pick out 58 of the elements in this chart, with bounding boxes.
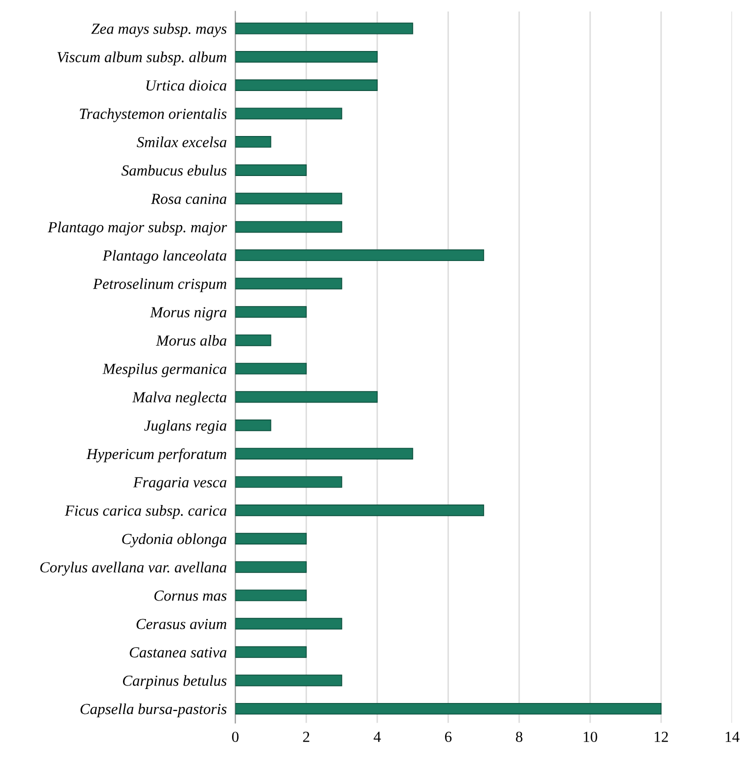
x-tick-label: 4 (374, 732, 381, 742)
x-tick-label: 10 (584, 732, 598, 742)
bar (235, 646, 307, 658)
bar (235, 108, 342, 120)
y-tick-label: Fragaria vesca (133, 477, 226, 491)
y-tick-label: Capsella bursa-pastoris (80, 703, 227, 718)
y-tick-label: Petroselinum crispum (92, 278, 226, 292)
y-tick-label: Carpinus betulus (122, 675, 227, 689)
y-tick-label: Corylus avellana var. avellana (40, 562, 226, 576)
y-tick-label: Smilax excelsa (136, 136, 226, 148)
x-tick-label: 8 (516, 732, 522, 742)
x-tick-label: 14 (726, 732, 740, 742)
bar (235, 22, 414, 34)
y-tick-label: Cydonia oblonga (122, 533, 226, 548)
bar (235, 164, 307, 176)
y-tick-label: Castanea sativa (130, 647, 226, 658)
y-tick-label: Plantago major subsp. major (48, 222, 228, 236)
bar (235, 561, 307, 573)
bar (235, 51, 378, 63)
y-tick-label: Urtica dioica (146, 80, 226, 91)
bar (235, 221, 342, 233)
y-tick-label: Plantago lanceolata (102, 250, 226, 264)
bar (235, 702, 662, 715)
y-tick-label: Mespilus germanica (102, 363, 226, 378)
bar (235, 278, 342, 290)
bar (235, 420, 272, 432)
bar (235, 306, 307, 318)
y-tick-label: Sambucus ebulus (121, 164, 227, 176)
bar (235, 391, 378, 403)
y-tick-label: Rosa canina (150, 194, 226, 204)
x-tick-label: 0 (232, 732, 239, 742)
y-tick-label: Cerasus avium (136, 618, 226, 630)
y-tick-label: Morus nigra (150, 307, 226, 320)
y-tick-label: Trachystemon orientalis (80, 108, 227, 122)
x-tick-label: 12 (654, 732, 668, 742)
bar (235, 590, 307, 602)
y-tick-label: Juglans regia (144, 420, 226, 434)
x-tick-label: 6 (445, 732, 452, 742)
bar (235, 136, 272, 148)
bar (235, 249, 484, 262)
bar (235, 674, 342, 686)
bar (235, 79, 378, 91)
y-tick-label: Malva neglecta (132, 392, 226, 406)
bar (235, 192, 342, 204)
bar (235, 504, 484, 516)
bar (235, 448, 414, 460)
y-tick-label: Ficus carica subsp. carica (64, 505, 226, 519)
y-tick-label: Viscum album subsp. album (57, 52, 226, 66)
y-tick-label: Zea mays subsp. mays (91, 23, 227, 38)
bar (235, 476, 342, 488)
y-tick-label: Cornus mas (154, 590, 227, 601)
bar (235, 334, 272, 346)
y-tick-label: Hypericum perforatum (86, 448, 226, 462)
x-tick-label: 2 (303, 732, 310, 742)
bar (235, 532, 307, 544)
y-tick-label: Morus alba (156, 334, 226, 346)
bar (235, 362, 307, 374)
bar (235, 618, 342, 630)
